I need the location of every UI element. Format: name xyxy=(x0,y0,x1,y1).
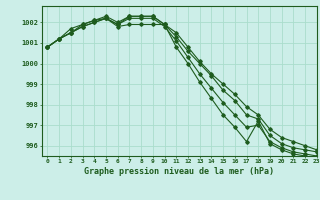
X-axis label: Graphe pression niveau de la mer (hPa): Graphe pression niveau de la mer (hPa) xyxy=(84,167,274,176)
